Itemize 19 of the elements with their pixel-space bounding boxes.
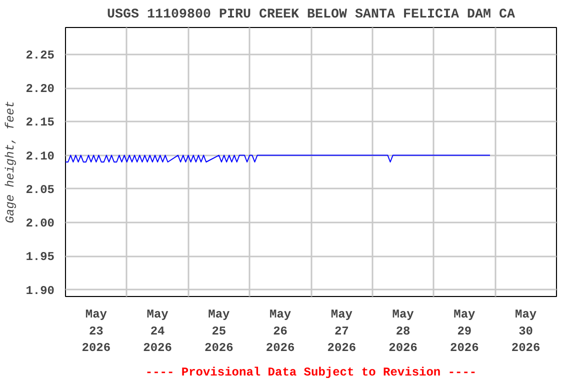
y-tick-label: 2.05	[26, 182, 55, 197]
x-tick-label: May 27 2026	[327, 308, 356, 356]
y-tick-label: 2.10	[26, 149, 55, 164]
x-tick-label: May 24 2026	[143, 308, 172, 356]
y-tick-label: 2.15	[26, 116, 55, 130]
chart-title: USGS 11109800 PIRU CREEK BELOW SANTA FELICIA DAM CA	[107, 8, 515, 22]
x-tick-label: May 28 2026	[388, 308, 418, 356]
x-tick-label: May 30 2026	[511, 308, 540, 356]
text: ---- Provisional Data Subject to Revision ----	[145, 366, 477, 380]
x-tick-label: May 25 2026	[204, 308, 234, 356]
y-tick-label: 2.00	[26, 216, 55, 231]
x-tick-label: May 26 2026	[266, 308, 295, 356]
y-tick-label: 2.20	[26, 82, 55, 96]
x-tick-label: May 29 2026	[450, 308, 479, 356]
x-tick-label: May 23 2026	[82, 308, 111, 356]
y-tick-label: 1.90	[26, 284, 55, 298]
y-axis-title: Gage height, feet	[4, 100, 18, 224]
y-tick-label: 1.95	[26, 250, 55, 264]
y-tick-label: 2.25	[26, 48, 55, 62]
